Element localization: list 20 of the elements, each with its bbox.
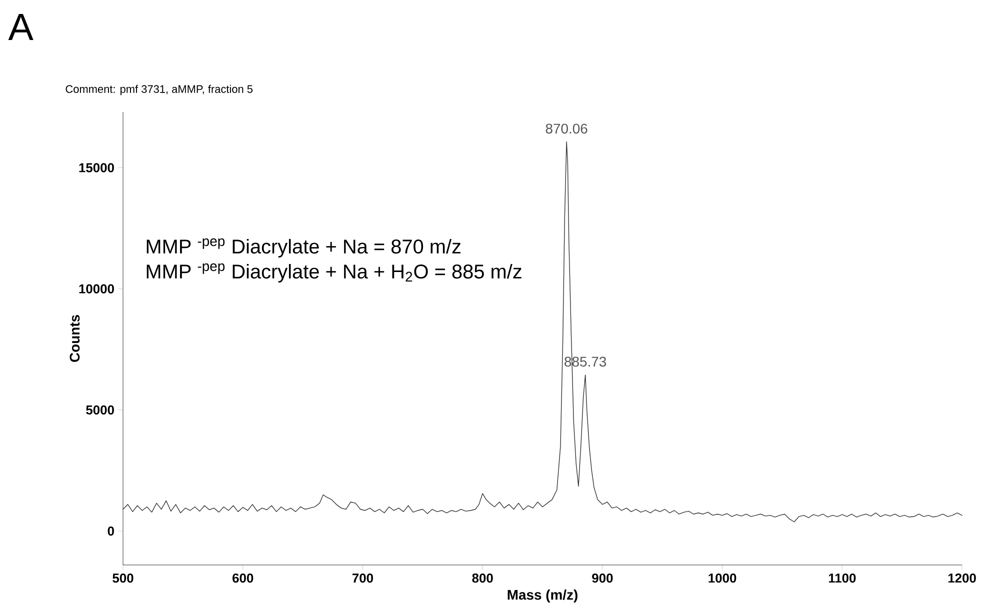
x-tick-label: 500: [112, 574, 134, 583]
text: A: [8, 14, 34, 40]
annotation: MMP $^{-pep}$ Diacrylate + Na + H$_{2}$O = 885 m/z: [146, 263, 522, 283]
annotation: MMP $^{-pep}$ Diacrylate + Na = 870 m/z: [146, 238, 460, 258]
x-tick-label: 600: [232, 574, 254, 583]
text: Comment: pmf 3731, aMMP, fraction 5: [66, 84, 253, 96]
y-tick-label: 0: [108, 526, 114, 536]
x-tick-label: 900: [592, 574, 613, 583]
y-axis-title: Counts: [70, 315, 80, 362]
line-series: [122, 141, 962, 522]
x-tick-label: 800: [472, 574, 493, 583]
x-tick-label: 700: [352, 574, 373, 583]
y-tick-label: 15000: [79, 163, 114, 172]
y-tick-label: 5000: [86, 405, 114, 415]
x-tick-label: 1100: [828, 574, 856, 583]
y-tick-label: 10000: [79, 284, 114, 294]
x-tick-label: 1200: [948, 574, 976, 583]
annotation: 870.06: [546, 124, 588, 134]
x-tick-label: 1000: [708, 574, 736, 583]
x-axis-title: Mass (m/z): [508, 590, 578, 603]
